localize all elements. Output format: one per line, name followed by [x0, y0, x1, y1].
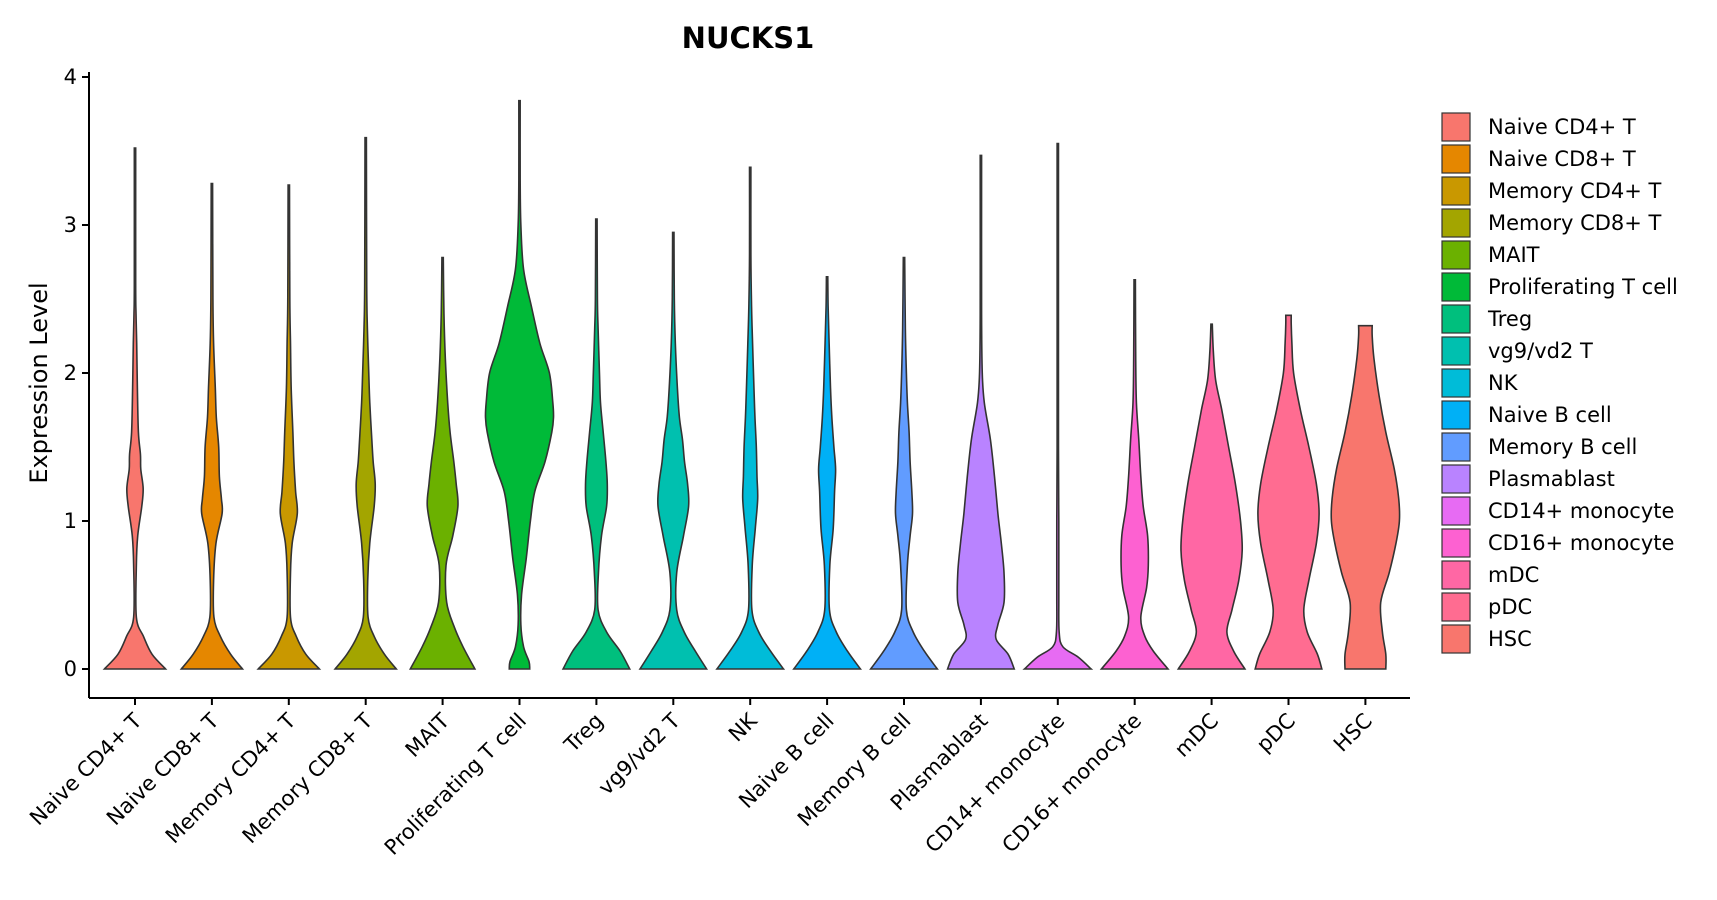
legend-swatch [1441, 528, 1471, 558]
legend-swatch [1441, 560, 1471, 590]
legend-swatch [1441, 240, 1471, 270]
legend-swatch [1441, 624, 1471, 654]
x-tick-label: NK [724, 708, 763, 747]
x-tick-label: vg9/vd2 T [594, 708, 685, 799]
legend-swatch [1441, 400, 1471, 430]
chart-title: NUCKS1 [682, 21, 815, 55]
legend-label: Naive CD8+ T [1488, 147, 1636, 171]
violin-naive-cd8-t [179, 182, 245, 670]
legend-swatch [1441, 496, 1471, 526]
x-tick-label: MAIT [401, 708, 455, 762]
legend-swatch [1441, 592, 1471, 622]
legend-swatch [1441, 144, 1471, 174]
legend-label: vg9/vd2 T [1488, 339, 1593, 363]
legend-label: Proliferating T cell [1488, 275, 1678, 299]
y-tick-label: 3 [64, 213, 77, 237]
x-tick-label: Memory CD4+ T [161, 708, 301, 848]
violin-pdc [1254, 314, 1323, 670]
legend: Naive CD4+ T Naive CD8+ T Memory CD4+ T Mem… [1441, 112, 1678, 654]
violin-mdc [1176, 323, 1247, 670]
y-tick-label: 4 [64, 65, 77, 89]
violin-cd14-monocyte [1022, 142, 1094, 670]
violin-memory-b-cell [869, 256, 939, 670]
violin-plasmablast [946, 154, 1016, 670]
legend-label: HSC [1488, 627, 1532, 651]
legend-swatch [1441, 112, 1471, 142]
x-tick-label: pDC [1252, 709, 1300, 757]
x-tick-label: CD16+ monocyte [997, 709, 1146, 858]
y-tick-label: 1 [64, 509, 77, 533]
legend-label: Naive CD4+ T [1488, 115, 1636, 139]
violin-naive-cd4-t [102, 147, 168, 670]
x-tick-label: HSC [1329, 709, 1377, 757]
violin-hsc [1330, 324, 1401, 670]
legend-swatch [1441, 176, 1471, 206]
violin-treg [561, 218, 632, 670]
violin-memory-cd4-t [256, 184, 322, 670]
violin-cd16-monocyte [1099, 278, 1170, 670]
legend-swatch [1441, 432, 1471, 462]
legend-swatch [1441, 208, 1471, 238]
legend-swatch [1441, 464, 1471, 494]
legend-label: pDC [1488, 595, 1532, 619]
legend-swatch [1441, 336, 1471, 366]
y-tick-label: 0 [64, 657, 77, 681]
violin-memory-cd8-t [333, 136, 398, 670]
legend-swatch [1441, 272, 1471, 302]
x-tick-label: Treg [559, 709, 608, 758]
legend-label: Memory CD8+ T [1488, 211, 1662, 235]
x-tick-label: Proliferating T cell [380, 709, 531, 860]
legend-label: CD16+ monocyte [1488, 531, 1674, 555]
legend-label: Memory CD4+ T [1488, 179, 1662, 203]
y-axis-label: Expression Level [25, 282, 53, 483]
legend-label: MAIT [1488, 243, 1540, 267]
legend-swatch [1441, 304, 1471, 334]
x-tick-label: Memory CD8+ T [238, 708, 378, 848]
legend-label: Plasmablast [1488, 467, 1615, 491]
violin-mait [408, 256, 477, 670]
violin-vg9-vd2-t [638, 231, 709, 670]
legend-label: NK [1488, 371, 1519, 395]
legend-label: mDC [1488, 563, 1539, 587]
y-tick-label: 2 [64, 361, 77, 385]
violin-naive-b-cell [792, 276, 862, 670]
x-tick-label: CD14+ monocyte [921, 709, 1070, 858]
legend-swatch [1441, 368, 1471, 398]
violin-nk [715, 166, 786, 670]
legend-label: CD14+ monocyte [1488, 499, 1674, 523]
legend-label: Treg [1487, 307, 1532, 331]
x-tick-label: mDC [1170, 709, 1223, 762]
violin-proliferating-t-cell [484, 99, 555, 670]
legend-label: Naive B cell [1488, 403, 1612, 427]
legend-label: Memory B cell [1488, 435, 1637, 459]
